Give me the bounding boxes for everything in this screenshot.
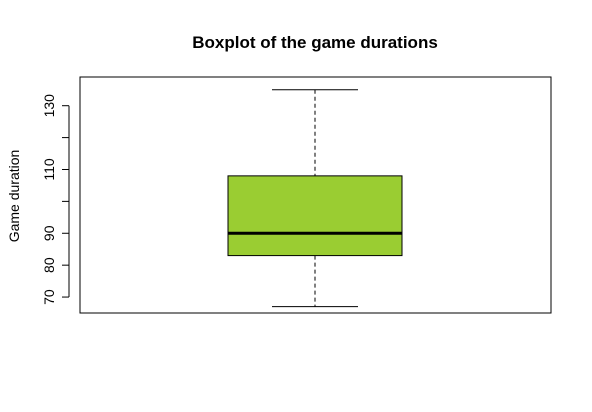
y-tick-label: 110 xyxy=(41,158,57,181)
y-axis: 70 80 90 110 130 xyxy=(41,94,70,305)
box-group xyxy=(227,89,403,308)
plot-frame xyxy=(79,76,552,314)
y-tick-label: 90 xyxy=(41,225,57,241)
y-tick-label: 70 xyxy=(41,289,57,305)
y-tick-label: 130 xyxy=(41,94,57,118)
iqr-box xyxy=(227,175,403,257)
y-axis-label: Game duration xyxy=(6,150,22,243)
chart-title: Boxplot of the game durations xyxy=(192,33,438,52)
y-tick-label: 80 xyxy=(41,257,57,273)
